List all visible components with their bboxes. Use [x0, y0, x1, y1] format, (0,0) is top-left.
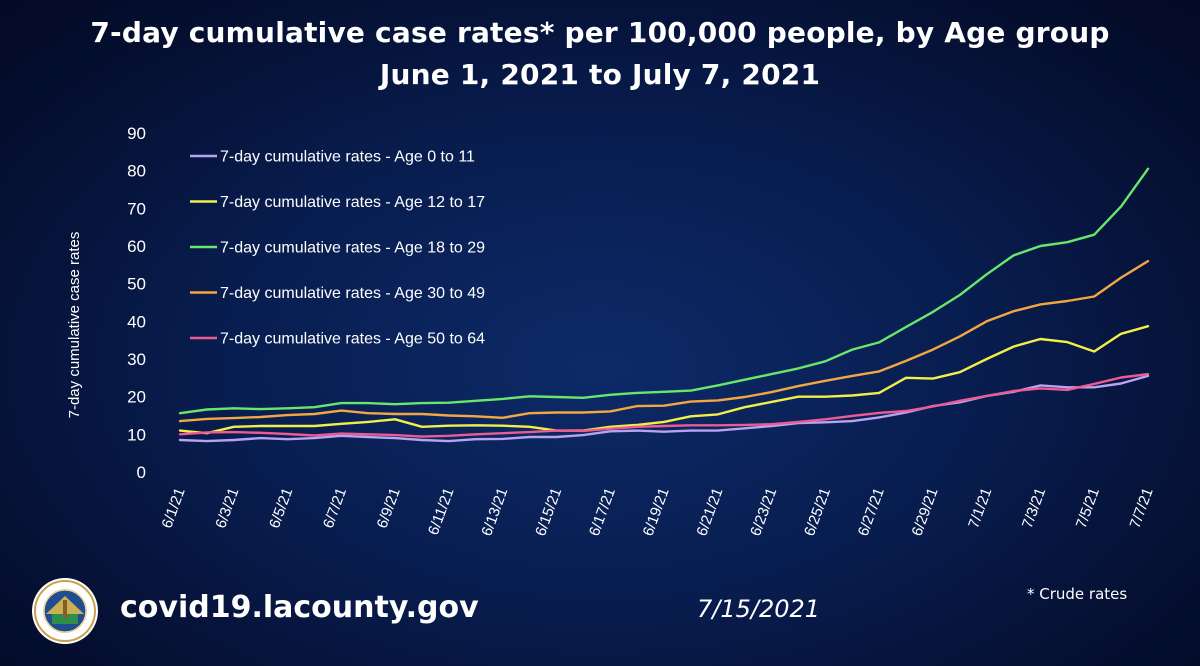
y-tick-label: 90	[127, 124, 146, 143]
y-tick-label: 0	[137, 463, 146, 482]
website-url: covid19.lacounty.gov	[120, 590, 479, 625]
x-tick-label: 6/23/21	[747, 486, 780, 539]
x-tick-label: 6/3/21	[212, 486, 242, 531]
series-line-3	[178, 167, 1150, 415]
x-tick-label: 7/5/21	[1073, 486, 1103, 531]
series-line-4	[178, 259, 1150, 423]
report-date: 7/15/2021	[697, 595, 821, 623]
x-tick-label: 6/9/21	[374, 486, 404, 531]
x-tick-label: 6/1/21	[159, 486, 189, 531]
x-tick-label: 6/7/21	[320, 486, 350, 531]
x-tick-label: 6/13/21	[478, 486, 511, 539]
series-line-5	[178, 372, 1150, 438]
crude-rates-footnote: * Crude rates	[1027, 585, 1128, 603]
x-tick-label: 6/19/21	[640, 486, 673, 539]
legend-entry: 7-day cumulative rates - Age 18 to 29	[220, 240, 485, 257]
y-tick-label: 70	[127, 199, 146, 218]
x-tick-label: 6/11/21	[425, 486, 458, 538]
legend-entry: 7-day cumulative rates - Age 0 to 11	[220, 149, 475, 166]
x-tick-label: 6/29/21	[909, 486, 942, 539]
x-tick-label: 6/25/21	[801, 486, 834, 539]
y-tick-label: 20	[127, 388, 146, 407]
chart-title: 7-day cumulative case rates* per 100,000…	[90, 16, 1110, 49]
county-seal-logo	[32, 578, 98, 644]
x-tick-label: 6/5/21	[266, 486, 296, 531]
x-tick-label: 6/17/21	[586, 486, 619, 539]
x-tick-label: 6/21/21	[693, 486, 726, 539]
y-tick-label: 60	[127, 237, 146, 256]
y-tick-label: 30	[127, 350, 146, 369]
x-tick-label: 6/15/21	[532, 486, 565, 539]
x-tick-label: 7/1/21	[965, 486, 995, 531]
legend-entry: 7-day cumulative rates - Age 50 to 64	[220, 331, 485, 348]
x-tick-label: 6/27/21	[855, 486, 888, 539]
y-tick-label: 10	[127, 425, 146, 444]
series-line-2	[178, 325, 1150, 435]
chart-subtitle: June 1, 2021 to July 7, 2021	[379, 58, 821, 91]
x-tick-label: 7/7/21	[1127, 486, 1157, 531]
legend-entry: 7-day cumulative rates - Age 30 to 49	[220, 285, 485, 302]
legend-entry: 7-day cumulative rates - Age 12 to 17	[220, 194, 485, 211]
y-tick-label: 40	[127, 312, 146, 331]
y-tick-label: 80	[127, 162, 146, 181]
y-tick-label: 50	[127, 275, 146, 294]
y-axis-label: 7-day cumulative case rates	[66, 232, 83, 419]
x-tick-label: 7/3/21	[1019, 486, 1049, 531]
series-line-1	[178, 374, 1150, 443]
